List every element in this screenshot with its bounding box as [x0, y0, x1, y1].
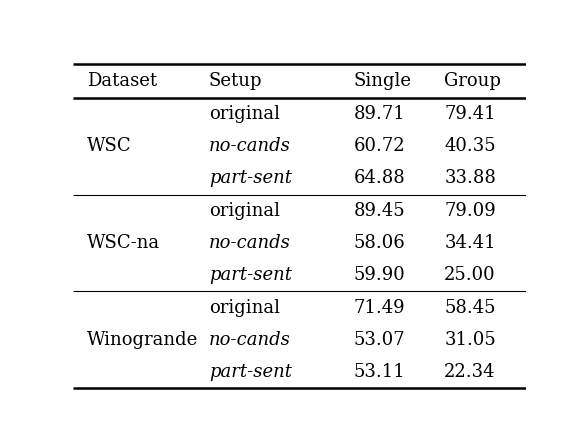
- Text: part-sent: part-sent: [209, 266, 292, 284]
- Text: 89.45: 89.45: [354, 202, 405, 220]
- Text: original: original: [209, 299, 280, 317]
- Text: Setup: Setup: [209, 71, 262, 90]
- Text: 31.05: 31.05: [444, 331, 496, 349]
- Text: 53.07: 53.07: [354, 331, 405, 349]
- Text: Winogrande: Winogrande: [86, 331, 198, 349]
- Text: 58.45: 58.45: [444, 299, 496, 317]
- Text: 59.90: 59.90: [354, 266, 405, 284]
- Text: 58.06: 58.06: [354, 234, 405, 252]
- Text: original: original: [209, 202, 280, 220]
- Text: original: original: [209, 105, 280, 123]
- Text: no-cands: no-cands: [209, 234, 291, 252]
- Text: 79.09: 79.09: [444, 202, 496, 220]
- Text: no-cands: no-cands: [209, 137, 291, 155]
- Text: 40.35: 40.35: [444, 137, 496, 155]
- Text: 79.41: 79.41: [444, 105, 496, 123]
- Text: 60.72: 60.72: [354, 137, 405, 155]
- Text: 25.00: 25.00: [444, 266, 496, 284]
- Text: WSC: WSC: [86, 137, 131, 155]
- Text: 89.71: 89.71: [354, 105, 405, 123]
- Text: part-sent: part-sent: [209, 363, 292, 381]
- Text: no-cands: no-cands: [209, 331, 291, 349]
- Text: 33.88: 33.88: [444, 170, 496, 187]
- Text: 53.11: 53.11: [354, 363, 405, 381]
- Text: Dataset: Dataset: [86, 71, 157, 90]
- Text: WSC-na: WSC-na: [86, 234, 159, 252]
- Text: 34.41: 34.41: [444, 234, 496, 252]
- Text: part-sent: part-sent: [209, 170, 292, 187]
- Text: 71.49: 71.49: [354, 299, 405, 317]
- Text: 22.34: 22.34: [444, 363, 496, 381]
- Text: 64.88: 64.88: [354, 170, 405, 187]
- Text: Group: Group: [444, 71, 501, 90]
- Text: Single: Single: [354, 71, 412, 90]
